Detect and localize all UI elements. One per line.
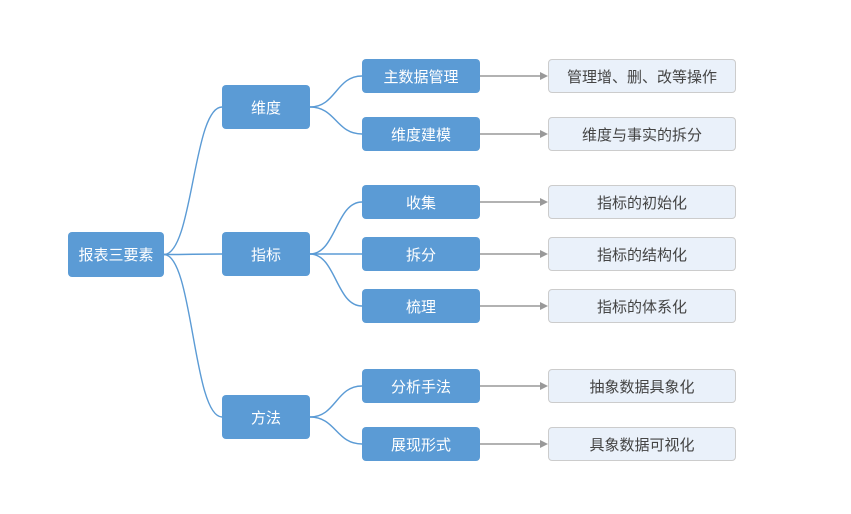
level2-node: 方法 xyxy=(222,395,310,439)
leaf-node: 具象数据可视化 xyxy=(548,427,736,461)
leaf-node: 管理增、删、改等操作 xyxy=(548,59,736,93)
level3-node: 维度建模 xyxy=(362,117,480,151)
level2-node: 指标 xyxy=(222,232,310,276)
level3-node: 拆分 xyxy=(362,237,480,271)
level3-node: 主数据管理 xyxy=(362,59,480,93)
leaf-node: 指标的初始化 xyxy=(548,185,736,219)
level3-node: 收集 xyxy=(362,185,480,219)
level3-node: 分析手法 xyxy=(362,369,480,403)
leaf-node: 指标的体系化 xyxy=(548,289,736,323)
level2-node: 维度 xyxy=(222,85,310,129)
root-node: 报表三要素 xyxy=(68,232,164,277)
leaf-node: 抽象数据具象化 xyxy=(548,369,736,403)
leaf-node: 指标的结构化 xyxy=(548,237,736,271)
leaf-node: 维度与事实的拆分 xyxy=(548,117,736,151)
level3-node: 展现形式 xyxy=(362,427,480,461)
level3-node: 梳理 xyxy=(362,289,480,323)
